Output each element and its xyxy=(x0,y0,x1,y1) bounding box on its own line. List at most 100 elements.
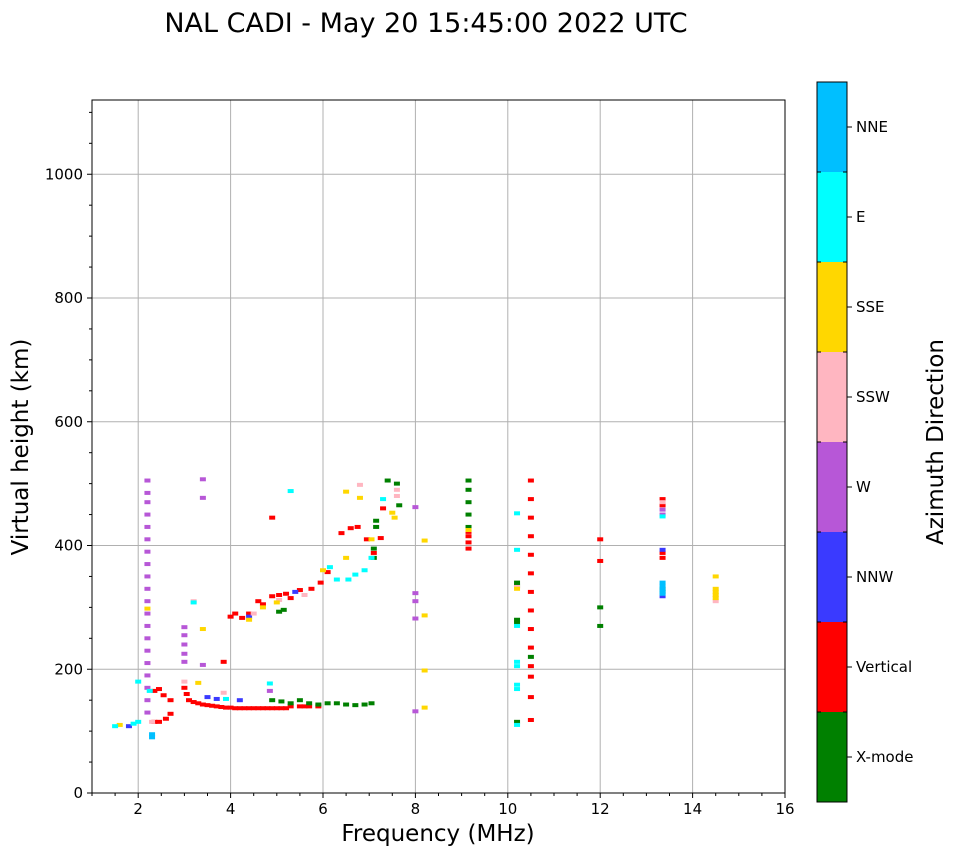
echo-point-vertical xyxy=(239,615,246,620)
echo-point-w xyxy=(181,633,188,638)
echo-point-vertical xyxy=(283,591,290,596)
echo-point-sse xyxy=(391,515,398,520)
echo-point-e xyxy=(130,721,137,726)
echo-point-vertical xyxy=(160,693,167,698)
echo-point-w xyxy=(144,648,151,653)
echo-point-vertical xyxy=(232,706,239,711)
echo-point-vertical xyxy=(246,706,253,711)
x-axis-label: Frequency (MHz) xyxy=(341,821,534,847)
echo-point-sse xyxy=(356,495,363,500)
echo-point-w xyxy=(144,623,151,628)
echo-point-w xyxy=(144,661,151,666)
echo-point-x-mode xyxy=(324,701,331,706)
echo-point-x-mode xyxy=(527,654,534,659)
x-tick-label: 6 xyxy=(318,800,328,818)
echo-point-nnw xyxy=(204,695,211,700)
echo-point-vertical xyxy=(527,664,534,669)
echo-point-w xyxy=(181,651,188,656)
echo-point-vertical xyxy=(380,506,387,511)
echo-point-e xyxy=(345,577,352,582)
echo-point-vertical xyxy=(527,478,534,483)
echo-point-e xyxy=(514,659,521,664)
echo-point-e xyxy=(287,489,294,494)
echo-point-vertical xyxy=(183,692,190,696)
echo-point-vertical xyxy=(296,588,303,593)
echo-point-sse xyxy=(421,613,428,618)
echo-point-e xyxy=(514,722,521,727)
echo-point-vertical xyxy=(264,706,271,711)
echo-point-vertical xyxy=(162,716,169,721)
echo-point-nne xyxy=(659,583,666,588)
echo-point-vertical xyxy=(659,497,666,502)
echo-point-sse xyxy=(421,538,428,543)
echo-point-w xyxy=(144,500,151,505)
echo-point-x-mode xyxy=(465,500,472,505)
colorbar-frame xyxy=(816,81,848,803)
echo-point-e xyxy=(514,664,521,669)
echo-point-x-mode xyxy=(597,623,604,628)
colorbar-segment xyxy=(817,172,847,262)
echo-point-sse xyxy=(465,528,472,533)
echo-point-vertical xyxy=(465,540,472,545)
echo-point-vertical xyxy=(308,586,315,591)
echo-point-w xyxy=(144,574,151,579)
echo-point-vertical xyxy=(597,537,604,542)
echo-point-vertical xyxy=(527,589,534,594)
x-tick-label: 12 xyxy=(591,800,610,818)
echo-point-w xyxy=(659,507,666,512)
echo-point-x-mode xyxy=(373,518,380,523)
echo-point-x-mode xyxy=(370,546,377,551)
echo-point-w xyxy=(412,709,419,714)
echo-point-vertical xyxy=(276,593,283,597)
echo-point-vertical xyxy=(527,552,534,557)
echo-point-vertical xyxy=(287,704,294,709)
echo-point-sse xyxy=(421,705,428,710)
x-axis: 2 4 6 8 10 12 14 16 xyxy=(91,793,795,818)
echo-point-vertical xyxy=(199,702,206,707)
colorbar-segment xyxy=(817,622,847,712)
echo-point-vertical xyxy=(527,627,534,632)
echo-point-ssw xyxy=(149,719,156,724)
echo-point-sse xyxy=(421,668,428,673)
echo-point-vertical xyxy=(227,614,234,619)
echo-point-vertical xyxy=(527,497,534,502)
x-tick-label: 4 xyxy=(226,800,236,818)
echo-point-x-mode xyxy=(384,478,391,483)
x-tick-label: 2 xyxy=(133,800,143,818)
echo-point-w xyxy=(144,562,151,567)
echo-point-w xyxy=(144,611,151,616)
echo-point-w xyxy=(144,490,151,495)
echo-point-vertical xyxy=(363,537,370,542)
echo-point-nne xyxy=(149,732,156,737)
echo-point-x-mode xyxy=(287,701,294,706)
echo-point-ssw xyxy=(393,494,400,498)
echo-point-e xyxy=(514,682,521,687)
x-tick-label: 8 xyxy=(411,800,421,818)
echo-point-w xyxy=(144,710,151,715)
echo-point-vertical xyxy=(287,596,294,601)
echo-point-e xyxy=(514,511,521,516)
echo-point-w xyxy=(144,586,151,591)
echo-point-x-mode xyxy=(306,701,313,706)
echo-point-vertical xyxy=(190,700,197,705)
echo-point-nnw xyxy=(659,547,666,552)
colorbar: X-mode Vertical NNW W SSW SSE E NNE xyxy=(816,81,913,803)
echo-point-sse xyxy=(343,489,350,494)
echo-point-w xyxy=(199,662,206,667)
echo-point-vertical xyxy=(527,695,534,700)
echo-point-e xyxy=(190,600,197,605)
echo-point-vertical xyxy=(222,705,229,710)
y-tick-label: 600 xyxy=(54,413,83,431)
echo-point-w xyxy=(412,591,419,596)
echo-point-vertical xyxy=(465,534,472,539)
y-tick-label: 0 xyxy=(73,784,83,802)
colorbar-category-label: X-mode xyxy=(856,748,913,766)
echo-point-e xyxy=(326,565,333,570)
echo-point-vertical xyxy=(181,685,188,690)
echo-point-vertical xyxy=(241,706,248,711)
echo-point-vertical xyxy=(232,611,239,616)
echo-point-w xyxy=(144,549,151,554)
colorbar-category-label: SSE xyxy=(856,298,885,316)
echo-point-vertical xyxy=(213,704,220,709)
colorbar-category-label: SSW xyxy=(856,388,890,406)
